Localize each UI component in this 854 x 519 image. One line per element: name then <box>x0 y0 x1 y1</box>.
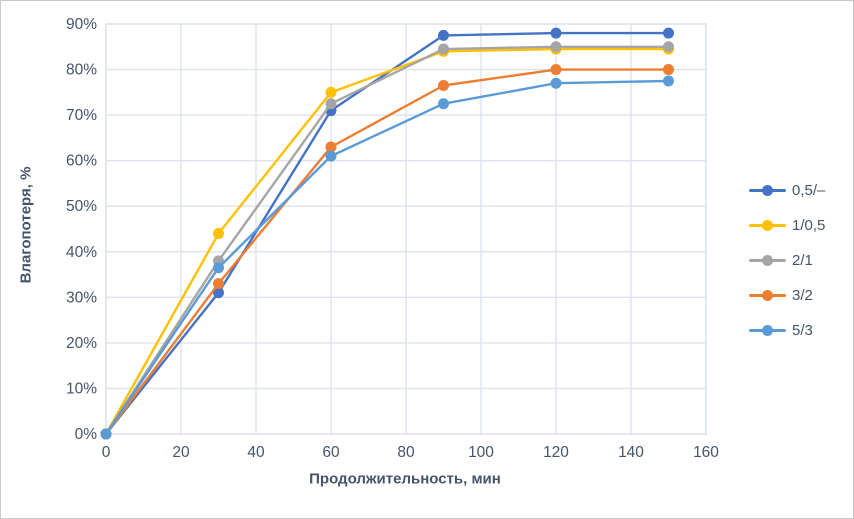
y-tick-label: 30% <box>66 289 97 306</box>
legend-marker-icon <box>749 248 786 272</box>
series-line <box>105 79 669 435</box>
series-line <box>104 47 669 435</box>
y-tick-label: 90% <box>66 16 97 33</box>
series-line <box>105 68 669 435</box>
legend-marker-dot <box>762 289 773 301</box>
data-point-marker <box>663 64 674 76</box>
x-axis-title: Продолжительность, мин <box>309 470 501 488</box>
data-point-marker <box>100 428 112 440</box>
data-point-marker <box>438 80 449 91</box>
data-point-marker <box>213 228 224 240</box>
y-tick-label: 50% <box>66 198 97 215</box>
x-tick-label: 20 <box>172 444 190 461</box>
legend-marker-dot <box>762 254 773 266</box>
data-point-marker <box>438 29 449 41</box>
legend-marker-dot <box>762 324 773 336</box>
data-point-marker <box>325 86 337 98</box>
data-point-marker <box>213 287 224 299</box>
series-line <box>104 45 669 435</box>
data-point-marker <box>663 41 674 53</box>
data-point-marker <box>213 262 224 274</box>
legend: 0,5/– 1/0,5 2/1 3/2 5/3 <box>749 178 825 342</box>
legend-marker-icon <box>749 283 786 307</box>
y-tick-label: 80% <box>66 62 97 79</box>
x-tick-label: 100 <box>468 444 494 461</box>
legend-item: 2/1 <box>749 248 825 272</box>
legend-marker-dot <box>762 219 773 231</box>
y-tick-label: 70% <box>66 107 97 124</box>
legend-label: 1/0,5 <box>792 216 826 234</box>
data-point-marker <box>663 75 674 87</box>
plot-area-border <box>105 23 707 435</box>
legend-item: 0,5/– <box>749 178 825 202</box>
x-tick-label: 160 <box>693 444 719 461</box>
y-tick-label: 60% <box>66 153 97 170</box>
data-point-marker <box>438 98 449 110</box>
y-tick-label: 0% <box>75 426 98 443</box>
data-point-marker <box>550 77 562 89</box>
data-point-marker <box>325 98 337 110</box>
legend-label: 5/3 <box>792 321 813 339</box>
data-point-marker <box>325 150 337 162</box>
data-point-marker <box>325 141 337 153</box>
data-point-marker <box>550 41 562 53</box>
x-tick-label: 140 <box>618 444 644 461</box>
legend-label: 0,5/– <box>792 181 826 199</box>
legend-marker-icon <box>749 213 786 237</box>
legend-marker-icon <box>749 178 786 202</box>
legend-item: 1/0,5 <box>749 213 825 237</box>
x-tick-label: 120 <box>543 444 569 461</box>
y-axis-title: Влагопотеря, % <box>17 166 35 284</box>
legend-label: 3/2 <box>792 286 813 304</box>
x-tick-label: 40 <box>247 444 265 461</box>
data-point-marker <box>438 43 449 55</box>
data-point-marker <box>663 27 674 39</box>
legend-item: 3/2 <box>749 283 825 307</box>
legend-marker-dot <box>762 184 773 196</box>
y-tick-label: 20% <box>66 335 97 352</box>
x-tick-label: 80 <box>397 444 415 461</box>
x-tick-label: 0 <box>102 444 111 461</box>
y-tick-label: 10% <box>66 380 97 397</box>
data-point-marker <box>213 278 224 290</box>
legend-item: 5/3 <box>749 318 825 342</box>
legend-marker-icon <box>749 318 786 342</box>
data-point-marker <box>550 64 562 76</box>
data-point-marker <box>550 27 562 39</box>
x-tick-label: 60 <box>322 444 340 461</box>
y-tick-label: 40% <box>66 244 97 261</box>
legend-label: 2/1 <box>792 251 813 269</box>
series-line <box>105 31 669 435</box>
